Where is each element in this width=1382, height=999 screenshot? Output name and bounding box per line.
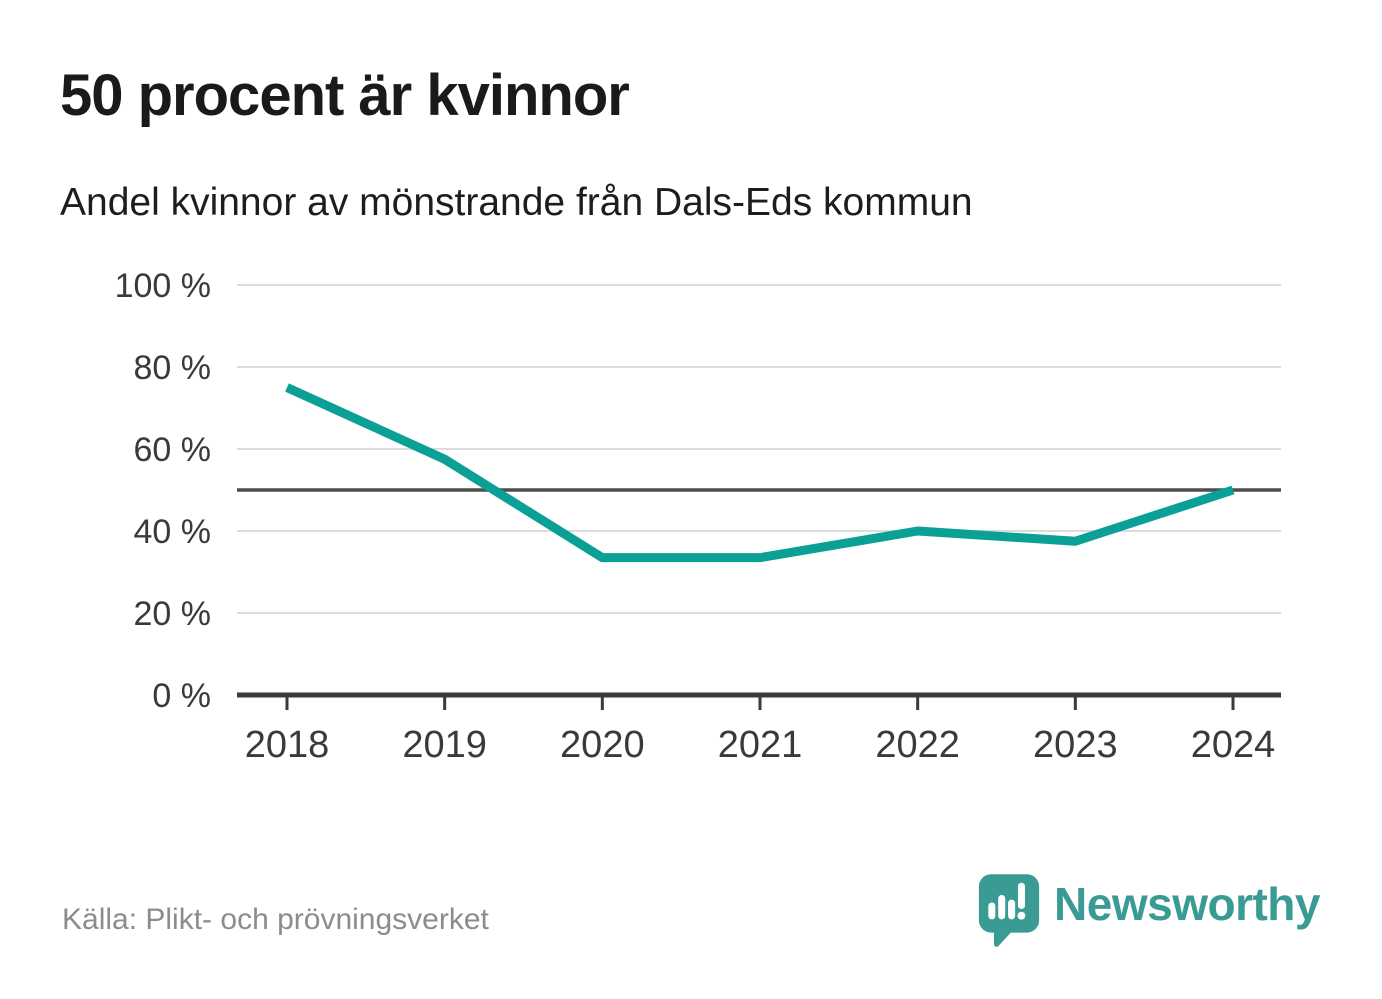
y-axis-label: 40 % (134, 513, 212, 551)
newsworthy-logo: Newsworthy (977, 872, 1320, 948)
x-axis-label: 2020 (560, 724, 645, 766)
newsworthy-wordmark: Newsworthy (1054, 878, 1320, 930)
x-axis-label: 2021 (718, 724, 803, 766)
newsworthy-logo-icon (978, 874, 1040, 947)
y-axis-label: 100 % (115, 267, 211, 305)
x-axis-label: 2018 (245, 724, 330, 766)
x-axis-label: 2022 (875, 724, 960, 766)
y-axis-label: 20 % (134, 595, 212, 633)
logo-bars-and-exclamation (988, 882, 1026, 920)
page-title: 50 procent är kvinnor (60, 63, 630, 128)
chart-subtitle: Andel kvinnor av mönstrande från Dals-Ed… (60, 181, 973, 224)
x-axis-label: 2024 (1191, 724, 1276, 766)
y-axis-label: 0 % (152, 677, 211, 715)
line-chart: 0 % 20 % 40 % 60 % 80 % 100 % 2018 2019 2020 2021… (115, 267, 1281, 766)
y-axis-label: 60 % (134, 431, 212, 469)
source-label: Källa: Plikt- och prövningsverket (62, 903, 489, 936)
x-axis-label: 2019 (402, 724, 487, 766)
x-axis-label: 2023 (1033, 724, 1118, 766)
y-axis-label: 80 % (134, 349, 212, 387)
data-line (285, 383, 1235, 563)
